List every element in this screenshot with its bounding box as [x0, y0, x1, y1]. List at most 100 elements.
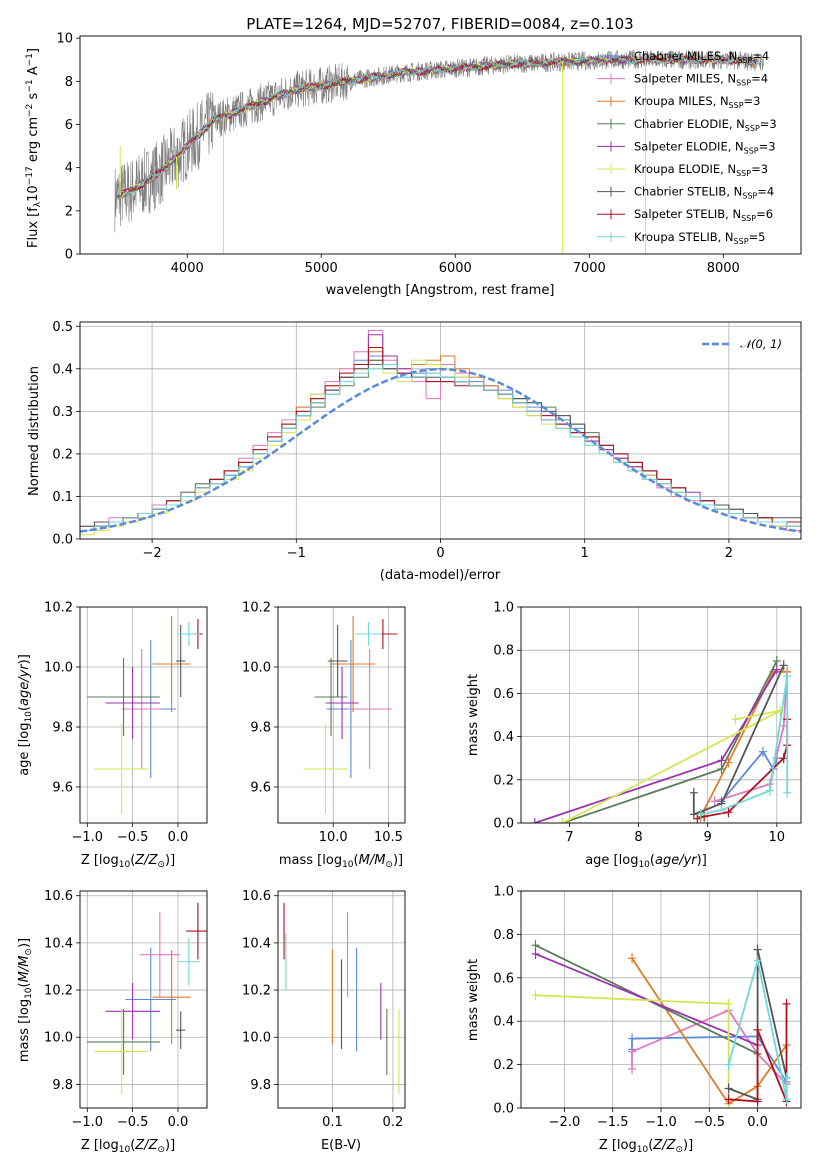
- age-vs-z-xtick-label: −1.0: [71, 830, 103, 845]
- legend-label: Chabrier STELIB, NSSP=4: [634, 185, 774, 201]
- weight-vs-z-ytick-label: 0.4: [493, 1015, 514, 1030]
- histogram-xlabel: (data-model)/error: [380, 568, 501, 583]
- spectrum-legend: Chabrier MILES, NSSP=4 Salpeter MILES, NS…: [597, 49, 777, 246]
- age-vs-z-frame: [79, 606, 208, 824]
- mass-vs-ebv-ytick-label: 10.0: [242, 1031, 271, 1046]
- spectrum-xtick-label: 4000: [171, 261, 204, 276]
- spectrum-ytick-label: 10: [56, 32, 73, 47]
- weight-vs-z-ticks: −2.0 −1.5 −1.0 −0.5 0.0 0.0 0.2 0.4 0.6 0.8 1.0: [493, 885, 768, 1131]
- mass-vs-z-ytick-label: 10.0: [44, 1031, 73, 1046]
- weight-line: [562, 709, 781, 823]
- gaussian-legend-label: 𝒩(0, 1): [740, 337, 782, 351]
- weight-vs-z-axes: −2.0 −1.5 −1.0 −0.5 0.0 0.0 0.2 0.4 0.6 0.8 1.0: [493, 885, 802, 1131]
- spectrum-title: PLATE=1264, MJD=52707, FIBERID=0084, z=0…: [246, 15, 633, 33]
- age-vs-z-grid: [80, 606, 207, 823]
- weight-vs-age-axes: 7 8 9 10 0.0 0.2 0.4 0.6 0.8 1.0: [493, 601, 802, 845]
- histogram-step: [80, 364, 801, 539]
- age-vs-z-ytick-label: 10.0: [44, 661, 73, 676]
- histogram-grid: [80, 322, 801, 540]
- spectrum-panel: PLATE=1264, MJD=52707, FIBERID=0084, z=0…: [25, 15, 802, 298]
- weight-line: [562, 660, 778, 823]
- weight-vs-z-ytick-label: 0.8: [493, 928, 514, 943]
- legend-label: Kroupa STELIB, NSSP=5: [634, 230, 765, 246]
- mass-vs-z-ylabel: mass [log10(M/M⊙)]: [17, 938, 34, 1062]
- weight-vs-age-ytick-label: 0.8: [493, 644, 514, 659]
- histogram-xtick-label: 2: [725, 546, 733, 561]
- spectrum-ytick-label: 0: [65, 248, 73, 263]
- histogram-xtick-label: −2: [143, 546, 162, 561]
- age-vs-mass-ytick-label: 10.0: [242, 661, 271, 676]
- mass-vs-z-xtick-label: 0.0: [168, 1115, 189, 1130]
- age-vs-mass-ticks: 10.0 10.5 9.6 9.8 10.0 10.2: [242, 601, 403, 846]
- mass-vs-z-ytick-label: 10.6: [44, 889, 73, 904]
- mass-vs-z-axes: −1.0 −0.5 0.0 9.8 10.0 10.2 10.4 10.6: [44, 889, 208, 1130]
- weight-vs-z-plot-area: [531, 940, 791, 1108]
- histogram-xtick-label: 0: [436, 546, 444, 561]
- mass-vs-z-ytick-label: 10.2: [44, 984, 73, 999]
- histogram-xtick-label: 1: [581, 546, 589, 561]
- weight-vs-age-plot-area: [530, 656, 792, 823]
- spectrum-ytick-label: 6: [65, 118, 73, 133]
- age-vs-mass-xlabel: mass [log10(M/M⊙)]: [279, 853, 403, 870]
- age-vs-mass-grid: [278, 606, 405, 823]
- weight-vs-z-ytick-label: 1.0: [493, 885, 514, 900]
- legend-label: Chabrier MILES, NSSP=4: [634, 49, 769, 65]
- weight-vs-z-xtick-label: 0.0: [747, 1115, 768, 1130]
- mass-vs-z-xtick-label: −0.5: [117, 1115, 149, 1130]
- weight-vs-z-ytick-label: 0.6: [493, 971, 514, 986]
- legend-label: Kroupa ELODIE, NSSP=3: [634, 162, 768, 178]
- weight-line: [727, 960, 788, 1100]
- histogram-legend: 𝒩(0, 1): [702, 337, 782, 351]
- spectrum-plot-area: [114, 49, 764, 254]
- spectrum-xlabel: wavelength [Angstrom, rest frame]: [326, 283, 555, 298]
- age-vs-z-xlabel: Z [log10(Z/Z⊙)]: [81, 853, 175, 870]
- histogram-xtick-label: −1: [287, 546, 306, 561]
- age-vs-z-axes: −1.0 −0.5 0.0 9.6 9.8 10.0 10.2: [44, 601, 208, 846]
- histogram-ytick-label: 0.4: [52, 362, 73, 377]
- weight-vs-age-xtick-label: 10: [769, 830, 786, 845]
- weight-vs-z-ylabel: mass weight: [466, 959, 481, 1041]
- age-vs-z-ytick-label: 10.2: [44, 601, 73, 616]
- spectrum-ytick-label: 4: [65, 161, 73, 176]
- age-vs-z-ticks: −1.0 −0.5 0.0 9.6 9.8 10.0 10.2: [44, 601, 188, 846]
- legend-label: Chabrier ELODIE, NSSP=3: [634, 117, 777, 133]
- mass-vs-z-xtick-label: −1.0: [71, 1115, 103, 1130]
- weight-vs-z-ytick-label: 0.2: [493, 1058, 514, 1073]
- histogram-ytick-label: 0.5: [52, 320, 73, 335]
- spectrum-ticks: 4000 5000 6000 7000 8000 0 2 4 6 8 10: [56, 32, 739, 276]
- weight-vs-age-xtick-label: 8: [634, 830, 642, 845]
- weight-vs-z-xtick-label: −1.0: [645, 1115, 677, 1130]
- histogram-frame: [79, 321, 802, 540]
- weight-line: [728, 949, 788, 1101]
- mass-vs-z-ticks: −1.0 −0.5 0.0 9.8 10.0 10.2 10.4 10.6: [44, 889, 188, 1130]
- age-vs-mass-xtick-label: 10.0: [319, 830, 348, 845]
- mass-vs-ebv-axes: 0.1 0.2 9.8 10.0 10.2 10.4 10.6: [242, 889, 406, 1130]
- weight-vs-z-frame: [520, 890, 802, 1109]
- weight-vs-age-xtick-label: 9: [704, 830, 712, 845]
- spectrum-ytick-label: 2: [65, 204, 73, 219]
- spectrum-xtick-label: 8000: [707, 261, 740, 276]
- age-vs-mass-xtick-label: 10.5: [374, 830, 403, 845]
- age-vs-mass-ytick-label: 10.2: [242, 601, 271, 616]
- histogram-ytick-label: 0.1: [52, 490, 73, 505]
- legend-label: Kroupa MILES, NSSP=3: [634, 94, 760, 110]
- spectrum-model-line: [117, 54, 758, 196]
- weight-vs-z-xlabel: Z [log10(Z/Z⊙)]: [599, 1138, 693, 1155]
- residual-histogram-panel: (data-model)/error Normed distribution −…: [27, 320, 802, 583]
- gaussian-curve: [80, 368, 801, 533]
- age-vs-mass-ytick-label: 9.6: [250, 781, 271, 796]
- mass-vs-z-ytick-label: 10.4: [44, 936, 73, 951]
- spectrum-xtick-label: 5000: [305, 261, 338, 276]
- mass-vs-z-frame: [79, 890, 208, 1109]
- weight-vs-age-xtick-label: 7: [565, 830, 573, 845]
- mass-vs-ebv-ytick-label: 10.2: [242, 984, 271, 999]
- weight-vs-z-xtick-label: −1.5: [597, 1115, 629, 1130]
- mass-vs-ebv-ytick-label: 9.8: [250, 1078, 271, 1093]
- histogram-ylabel: Normed distribution: [27, 366, 42, 496]
- weight-vs-age-ylabel: mass weight: [466, 674, 481, 756]
- age-vs-z-xtick-label: 0.0: [168, 830, 189, 845]
- histogram-plot-area: [80, 330, 801, 539]
- mass-vs-ebv-plot-area: [283, 902, 400, 1094]
- mass-vs-z-ytick-label: 9.8: [52, 1078, 73, 1093]
